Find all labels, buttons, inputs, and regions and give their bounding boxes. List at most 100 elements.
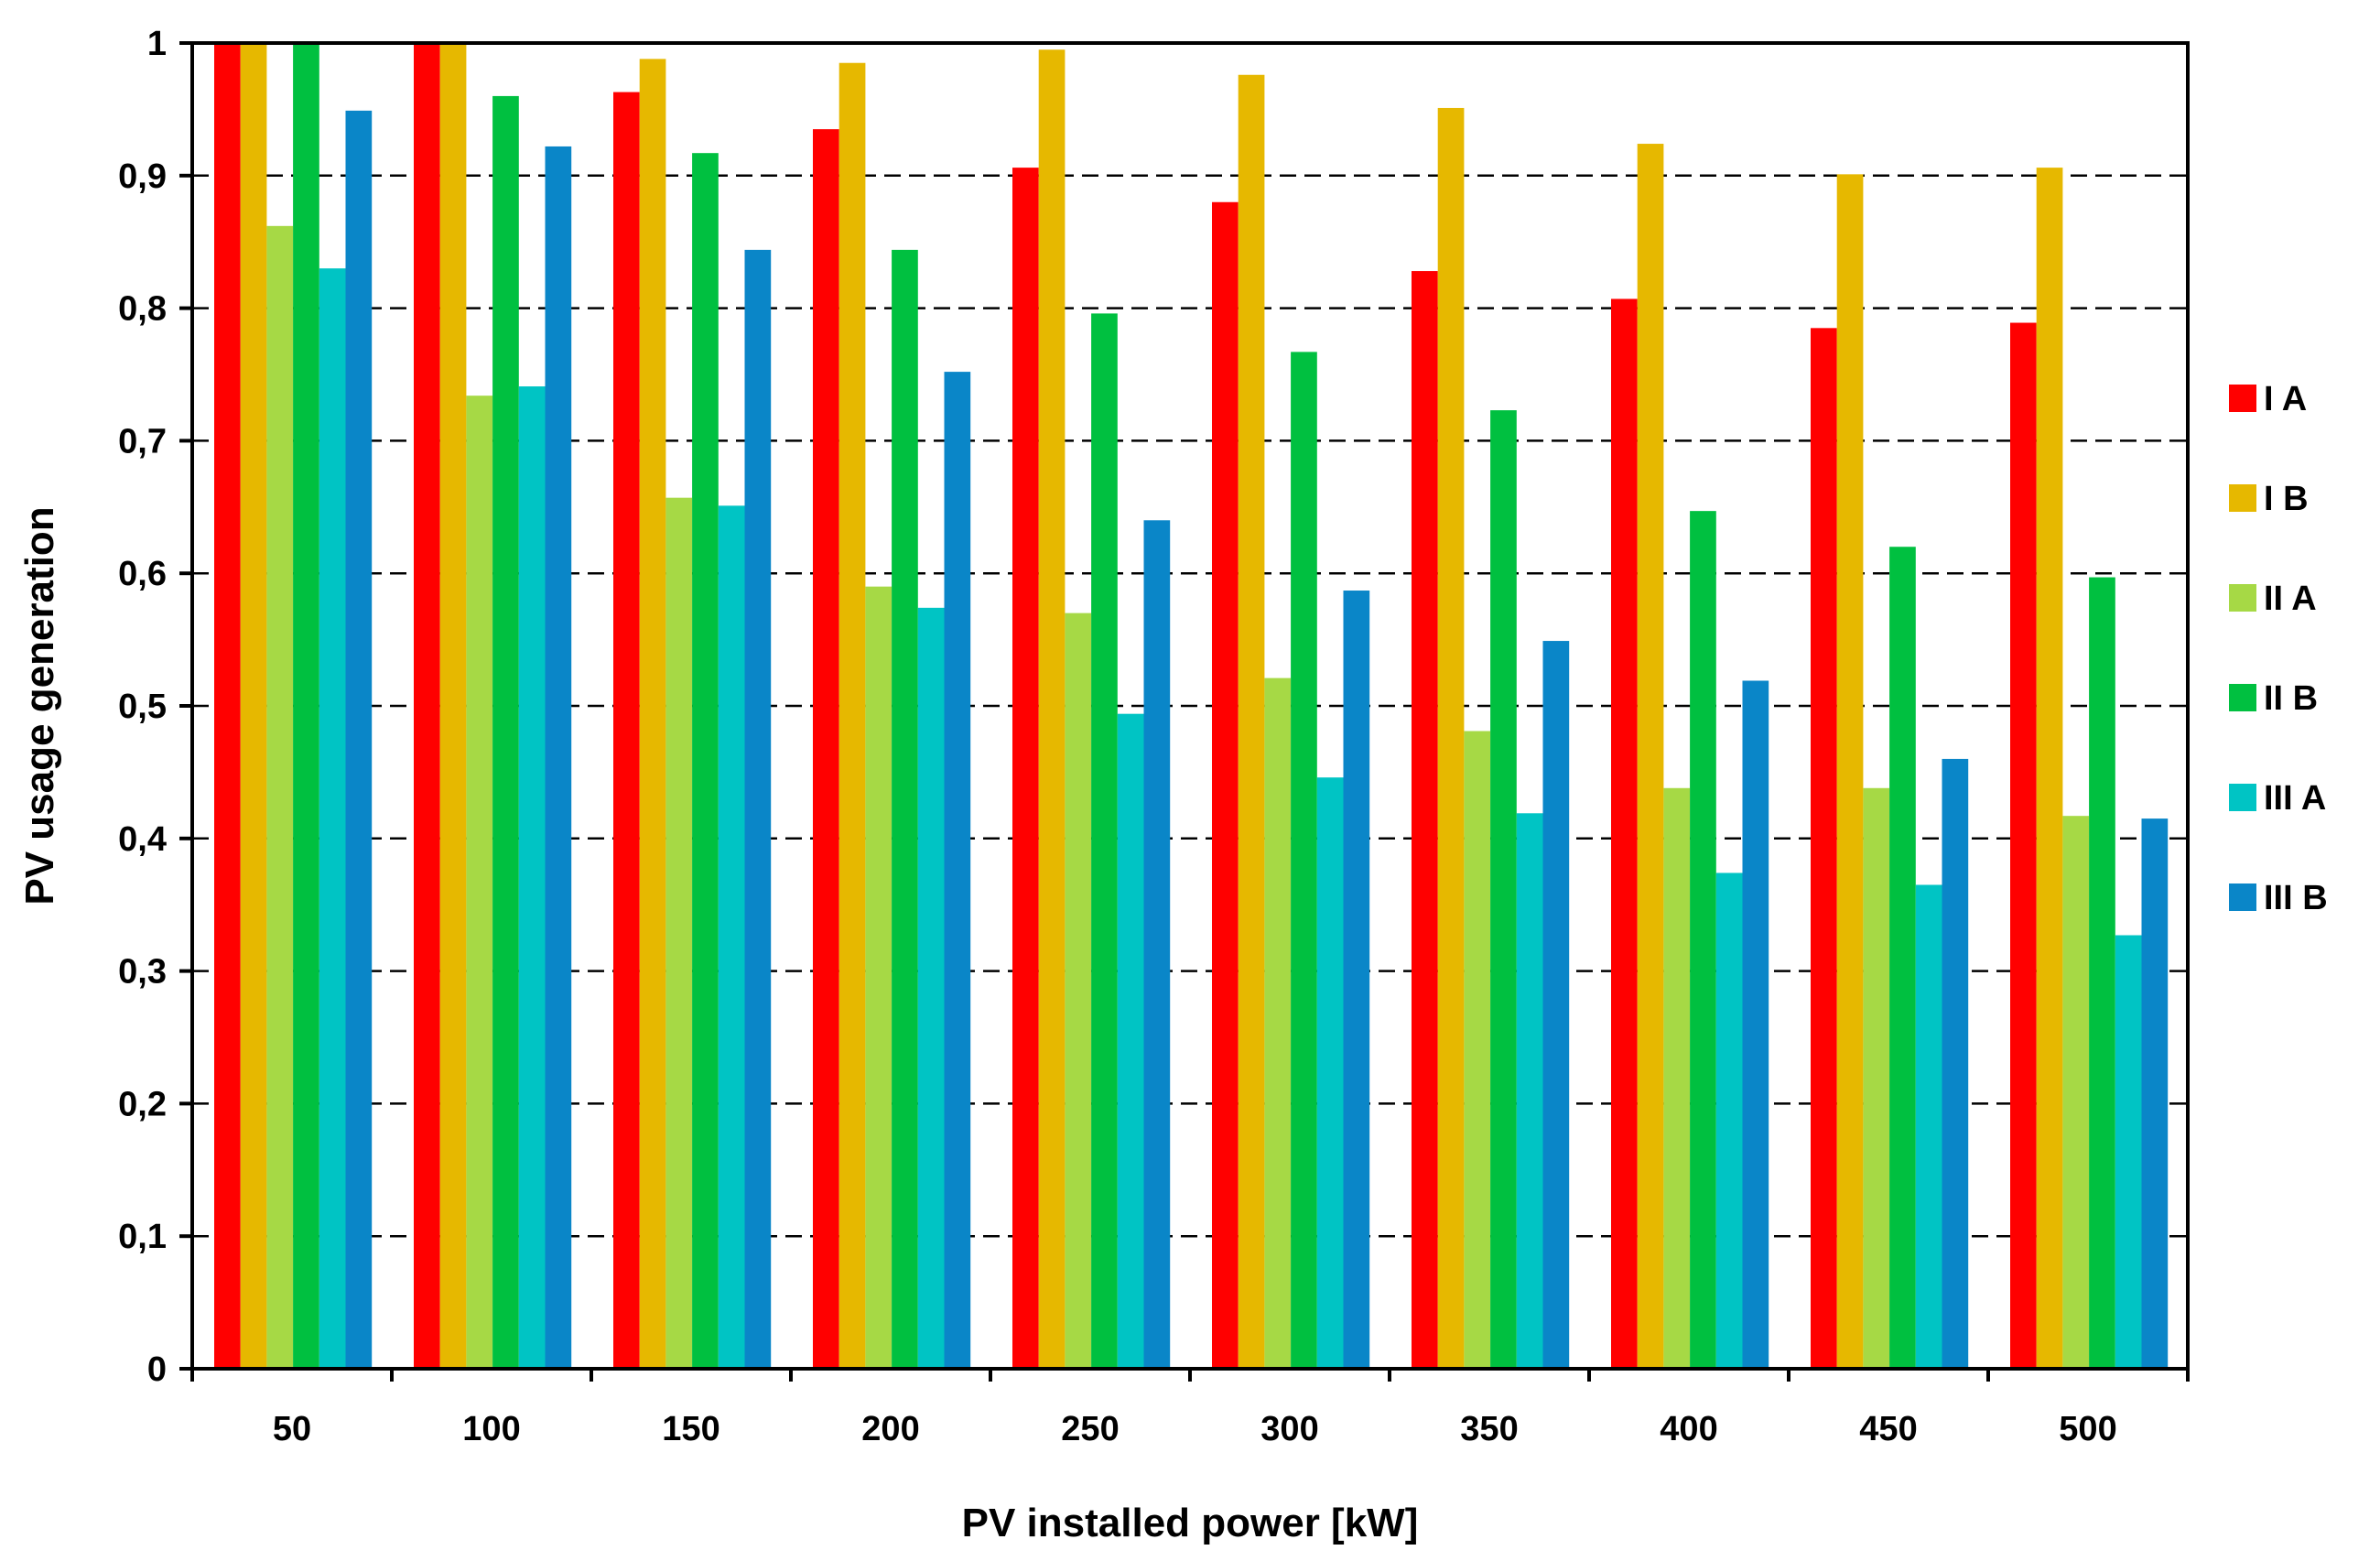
y-tick-labels: 0 0,1 0,2 0,3 0,4 0,5 0,6 0,7 0,8 0,9 1 xyxy=(118,25,192,1389)
y-tick-label: 0,6 xyxy=(118,555,167,593)
y-tick-label: 0,7 xyxy=(118,422,167,461)
y-tick-label: 0,4 xyxy=(118,820,167,859)
legend-swatch xyxy=(2229,784,2256,811)
bar-i-b-400 xyxy=(1637,144,1664,1370)
bar-iii-b-150 xyxy=(744,249,772,1370)
legend: I A I B II A II B III A III B xyxy=(2229,380,2328,917)
bar-ii-b-50 xyxy=(293,43,319,1369)
bar-ii-b-400 xyxy=(1690,511,1716,1369)
legend-swatch xyxy=(2229,385,2256,412)
bar-ii-b-150 xyxy=(692,153,719,1370)
bar-iii-a-50 xyxy=(319,268,346,1369)
bar-iii-b-500 xyxy=(2141,818,2169,1369)
bar-ii-b-100 xyxy=(492,95,519,1369)
legend-swatch xyxy=(2229,484,2256,512)
x-tick-label: 400 xyxy=(1660,1410,1717,1448)
bar-i-a-100 xyxy=(414,43,440,1369)
y-tick-label: 0,3 xyxy=(118,953,167,992)
legend-label: II B xyxy=(2264,679,2318,718)
bar-i-b-300 xyxy=(1238,74,1265,1370)
x-tick-label: 150 xyxy=(662,1410,719,1448)
bar-iii-a-400 xyxy=(1715,873,1743,1369)
legend-label: III B xyxy=(2264,879,2328,917)
bar-i-a-300 xyxy=(1212,201,1239,1369)
legend-label: I A xyxy=(2264,380,2307,418)
bar-i-a-250 xyxy=(1012,168,1039,1369)
y-tick-label: 1 xyxy=(147,25,167,63)
bar-i-b-500 xyxy=(2036,168,2063,1369)
bar-i-b-200 xyxy=(838,62,866,1370)
y-tick-label: 0,2 xyxy=(118,1085,167,1123)
x-tick-label: 50 xyxy=(273,1410,311,1448)
bar-i-b-350 xyxy=(1437,107,1465,1369)
bar-iii-b-250 xyxy=(1143,520,1171,1369)
bar-ii-a-150 xyxy=(665,497,693,1369)
bar-iii-b-100 xyxy=(545,146,572,1370)
bar-ii-a-250 xyxy=(1065,612,1092,1369)
bars xyxy=(214,43,2169,1370)
y-tick-label: 0,9 xyxy=(118,157,167,196)
bar-i-a-50 xyxy=(214,43,241,1369)
bar-iii-a-250 xyxy=(1117,713,1144,1369)
bar-ii-a-400 xyxy=(1663,787,1691,1369)
legend-swatch xyxy=(2229,883,2256,911)
bar-iii-a-450 xyxy=(1915,884,1942,1369)
x-tick-labels: 50 100 150 200 250 300 350 400 450 500 xyxy=(190,1369,2190,1448)
bar-iii-b-450 xyxy=(1942,758,1969,1369)
bar-i-a-200 xyxy=(813,129,839,1369)
bar-i-a-350 xyxy=(1412,271,1438,1369)
legend-label: II A xyxy=(2264,580,2317,618)
y-tick-label: 0,8 xyxy=(118,290,167,329)
bar-iii-a-500 xyxy=(2115,935,2142,1369)
bar-i-b-150 xyxy=(639,59,666,1370)
bar-ii-b-300 xyxy=(1291,352,1317,1369)
bar-ii-b-500 xyxy=(2089,577,2115,1369)
bar-ii-a-200 xyxy=(865,586,892,1369)
bar-ii-a-450 xyxy=(1863,787,1890,1369)
bar-iii-a-200 xyxy=(917,607,945,1369)
y-tick-label: 0 xyxy=(147,1350,167,1389)
x-tick-label: 200 xyxy=(861,1410,919,1448)
x-tick-label: 250 xyxy=(1061,1410,1119,1448)
bar-i-b-100 xyxy=(439,43,467,1369)
bar-iii-b-300 xyxy=(1343,591,1370,1369)
x-axis-title: PV installed power [kW] xyxy=(962,1501,1419,1545)
y-axis-title: PV usage generation xyxy=(17,506,62,905)
bar-ii-a-300 xyxy=(1264,678,1292,1369)
bar-i-b-450 xyxy=(1836,174,1864,1369)
y-tick-label: 0,1 xyxy=(118,1218,167,1256)
bar-i-a-400 xyxy=(1611,298,1638,1369)
bar-ii-a-100 xyxy=(466,396,493,1370)
bar-ii-a-350 xyxy=(1464,731,1491,1369)
bar-ii-b-200 xyxy=(892,249,918,1370)
bar-iii-a-150 xyxy=(718,505,745,1369)
x-tick-label: 350 xyxy=(1460,1410,1518,1448)
bar-iii-b-50 xyxy=(345,110,373,1369)
bar-iii-b-200 xyxy=(944,372,971,1369)
x-tick-label: 300 xyxy=(1260,1410,1318,1448)
legend-swatch xyxy=(2229,584,2256,612)
bar-i-a-450 xyxy=(1811,328,1837,1369)
bar-ii-b-350 xyxy=(1490,410,1517,1370)
legend-label: I B xyxy=(2264,480,2309,518)
bar-i-b-50 xyxy=(240,43,267,1369)
bar-iii-a-300 xyxy=(1316,777,1344,1369)
bar-i-a-500 xyxy=(2010,322,2037,1369)
bar-iii-a-100 xyxy=(518,386,546,1370)
x-tick-label: 100 xyxy=(462,1410,520,1448)
bar-ii-b-250 xyxy=(1091,313,1118,1370)
bar-ii-a-500 xyxy=(2062,816,2090,1369)
legend-label: III A xyxy=(2264,779,2326,818)
bar-iii-a-350 xyxy=(1516,813,1543,1369)
y-tick-label: 0,5 xyxy=(118,688,167,726)
bar-iii-b-400 xyxy=(1742,680,1769,1369)
bar-i-a-150 xyxy=(613,92,640,1369)
bar-ii-b-450 xyxy=(1889,547,1916,1369)
bar-iii-b-350 xyxy=(1542,641,1570,1369)
x-tick-label: 450 xyxy=(1859,1410,1917,1448)
legend-swatch xyxy=(2229,684,2256,711)
x-tick-label: 500 xyxy=(2059,1410,2116,1448)
bar-ii-a-50 xyxy=(266,225,294,1370)
